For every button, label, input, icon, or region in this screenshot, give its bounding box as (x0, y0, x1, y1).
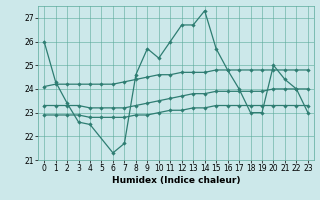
X-axis label: Humidex (Indice chaleur): Humidex (Indice chaleur) (112, 176, 240, 185)
